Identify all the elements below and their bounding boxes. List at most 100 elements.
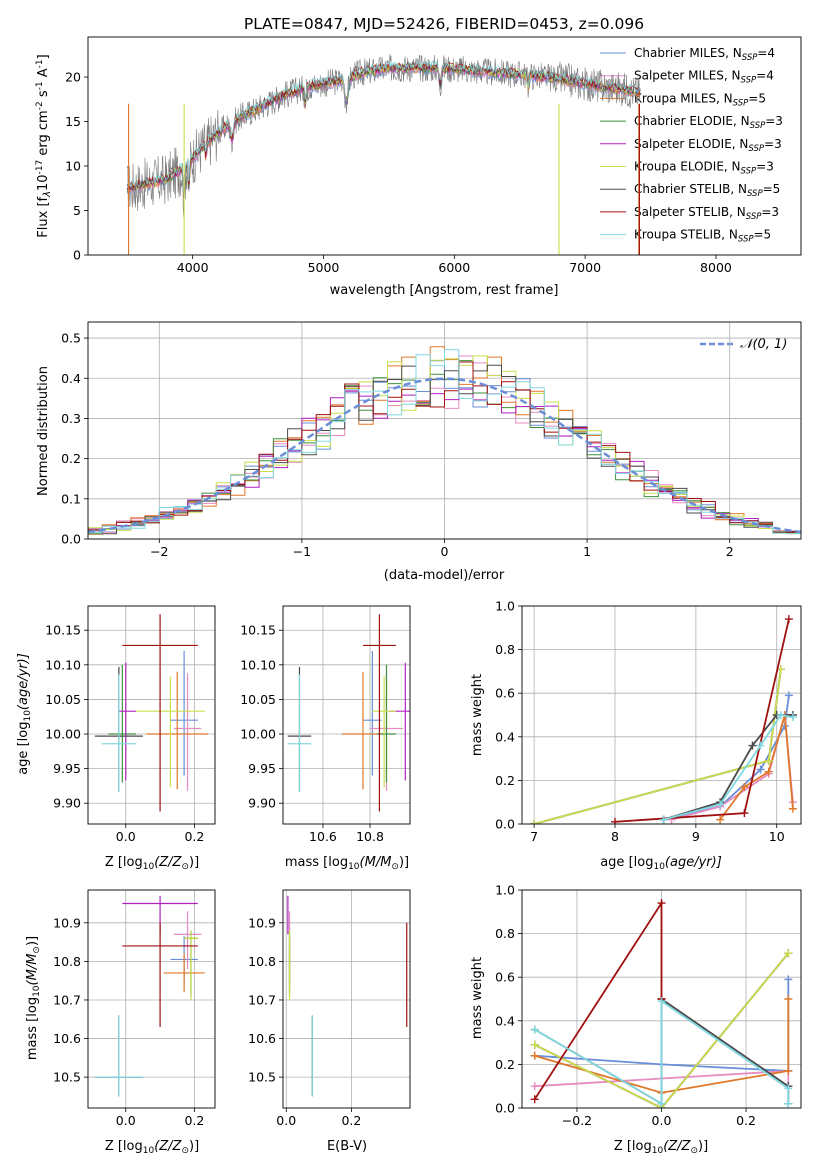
age_weight-ytick-label: 1.0 <box>495 599 515 614</box>
mass-age-labels: mass [log10(M/M⊙)] <box>285 855 409 872</box>
residuals-frame <box>87 321 802 540</box>
age_weight-marker-kroupa_elodie <box>764 756 773 765</box>
age_weight-axes: 7 8 9 10 0.0 0.2 0.4 0.6 0.8 1.0 <box>495 599 801 844</box>
z-age-labels: Z [log10(Z/Z⊙)] age [log10(age/yr)] <box>16 653 199 872</box>
z-weight-xlabel: Z [log10(Z/Z⊙)] <box>614 1139 708 1156</box>
mass-age-xlabel: mass [log10(M/M⊙)] <box>285 855 409 872</box>
spectrum-panel: PLATE=0847, MJD=52426, FIBERID=0453, z=0… <box>35 15 783 298</box>
legend-label-salpeter_miles: Salpeter MILES, NSSP=4 <box>634 69 774 86</box>
ebv_mass-axes: 0.0 0.2 10.5 10.6 10.7 10.8 10.9 <box>248 890 410 1128</box>
z_weight-ytick-label: 1.0 <box>495 883 515 898</box>
age_weight-marker-kroupa_miles <box>788 804 797 813</box>
ebv-mass-labels: E(B-V) <box>327 1139 367 1154</box>
age_weight-marker-salpeter_stelib <box>611 817 619 824</box>
z_weight-marker-salpeter_stelib <box>657 899 666 908</box>
legend-label-kroupa_miles: Kroupa MILES, NSSP=5 <box>634 91 766 108</box>
age_weight-xtick-label: 7 <box>530 829 538 844</box>
residual-xlabel: (data-model)/error <box>384 568 505 583</box>
spectrum-legend: Chabrier MILES, NSSP=4 Salpeter MILES, NS… <box>600 46 783 245</box>
z_mass-ytick-label: 10.5 <box>53 1070 81 1085</box>
legend-label-chabrier_miles: Chabrier MILES, NSSP=4 <box>634 46 775 63</box>
z_weight-marker-kroupa_elodie <box>784 949 793 958</box>
residuals-xtick-label: 1 <box>583 544 591 559</box>
residual-legend: 𝒩(0, 1) <box>700 337 787 352</box>
legend-label-kroupa_stelib: Kroupa STELIB, NSSP=5 <box>634 228 771 245</box>
residuals-axes: −2 −1 0 1 2 0.0 0.1 0.2 0.3 0.4 0.5 <box>61 322 801 559</box>
spectrum-ytick-label: 20 <box>65 70 81 85</box>
z-mass-ylabel: mass [log10(M/M⊙)] <box>25 936 42 1060</box>
z_age-axes: 0.0 0.2 9.90 9.95 10.00 10.05 10.10 10.15 <box>45 606 215 844</box>
mass_age-ytick-label: 9.90 <box>248 796 276 811</box>
z_weight-marker-kroupa_stelib <box>657 1099 666 1108</box>
legend-label-chabrier_stelib: Chabrier STELIB, NSSP=5 <box>634 182 780 199</box>
z_weight-marker-kroupa_stelib <box>657 997 666 1006</box>
z_weight-marker-kroupa_stelib <box>784 1099 793 1108</box>
z_mass-points <box>94 895 205 1097</box>
ebv_mass-xtick-label: 0.2 <box>341 1113 361 1128</box>
age_weight-ytick-label: 0.8 <box>495 642 515 657</box>
z_weight-line-kroupa_miles <box>534 999 790 1094</box>
z_weight-frame <box>521 889 802 1109</box>
ebv_mass-ytick-label: 10.5 <box>248 1070 276 1085</box>
residuals-xtick-label: −1 <box>293 544 311 559</box>
z-weight-ylabel: mass weight <box>470 957 485 1039</box>
spectrum-ytick-label: 0 <box>73 248 81 263</box>
z-mass-xlabel: Z [log10(Z/Z⊙)] <box>105 1139 199 1156</box>
spectrum-title: PLATE=0847, MJD=52426, FIBERID=0453, z=0… <box>244 15 644 33</box>
z_weight-xtick-label: −0.2 <box>562 1113 592 1128</box>
age_weight-ytick-label: 0.0 <box>495 817 515 832</box>
z_age-ytick-label: 10.05 <box>45 692 81 707</box>
z_weight-ytick-label: 0.8 <box>495 926 515 941</box>
age_weight-marker-kroupa_stelib <box>659 815 668 824</box>
ebv_mass-points <box>287 895 408 1097</box>
spectrum-xtick-label: 8000 <box>700 260 732 275</box>
age_weight-marker-kroupa_stelib <box>756 741 765 750</box>
spectrum-lines <box>126 54 641 255</box>
mass_age-frame <box>282 605 411 825</box>
residuals-ytick-label: 0.3 <box>61 411 81 426</box>
age_weight-marker-kroupa_stelib <box>788 713 797 722</box>
age_weight-marker-chabrier_miles <box>756 765 765 774</box>
mass_age-ytick-label: 10.00 <box>240 727 276 742</box>
spectrum-xtick-label: 6000 <box>438 260 470 275</box>
age-weight-ylabel: mass weight <box>470 674 485 756</box>
age_weight-line-chabrier_elodie <box>533 669 782 824</box>
z_mass-ytick-label: 10.7 <box>53 992 81 1007</box>
z_weight-marker-kroupa_elodie <box>530 1040 539 1049</box>
z_age-ytick-label: 10.00 <box>45 727 81 742</box>
residuals-ytick-label: 0.0 <box>61 532 81 547</box>
z_weight-marker-kroupa_stelib <box>530 1025 539 1034</box>
z_weight-marker-kroupa_miles <box>784 1066 793 1075</box>
z_mass-xtick-label: 0.2 <box>184 1113 204 1128</box>
age_weight-ytick-label: 0.4 <box>495 729 515 744</box>
ebv_mass-xtick-label: 0.0 <box>276 1113 296 1128</box>
z_mass-ytick-label: 10.9 <box>53 915 81 930</box>
z_age-ytick-label: 10.15 <box>45 623 81 638</box>
age_weight-marker-salpeter_stelib <box>784 615 793 624</box>
residual-hist-chabrier_stelib <box>88 364 801 535</box>
residual-panel: (data-model)/error Normed distribution 𝒩… <box>36 337 787 583</box>
z_weight-marker-kroupa_miles <box>784 995 793 1003</box>
z_age-points <box>94 614 209 812</box>
age_weight-marker-chabrier_stelib <box>748 741 757 750</box>
z_weight-line-kroupa_stelib <box>534 999 790 1106</box>
residual-hists <box>88 346 801 535</box>
residuals-ytick-label: 0.5 <box>61 331 81 346</box>
z_weight-marker-kroupa_miles <box>530 1051 539 1060</box>
spectrum-xtick-label: 4000 <box>177 260 209 275</box>
age_weight-ytick-label: 0.2 <box>495 773 515 788</box>
mass_age-ytick-label: 9.95 <box>248 761 276 776</box>
spectrum-axes: 4000 5000 6000 7000 8000 0 5 10 15 20 <box>65 70 732 275</box>
spectrum-xtick-label: 7000 <box>569 260 601 275</box>
z_weight-ytick-label: 0.0 <box>495 1101 515 1116</box>
z_age-ytick-label: 9.95 <box>53 761 81 776</box>
age_weight-marker-kroupa_stelib <box>776 711 785 719</box>
legend-gaussian-label: 𝒩(0, 1) <box>740 337 787 352</box>
z_weight-ytick-label: 0.6 <box>495 970 515 985</box>
mass_age-ytick-label: 10.05 <box>240 692 276 707</box>
z_mass-ytick-label: 10.8 <box>53 954 81 969</box>
z_weight-marker-kroupa_stelib <box>784 1084 793 1093</box>
spectrum-ytick-label: 5 <box>73 203 81 218</box>
z_weight-marker-salpeter_miles <box>530 1082 539 1091</box>
legend-label-kroupa_elodie: Kroupa ELODIE, NSSP=3 <box>634 160 774 177</box>
